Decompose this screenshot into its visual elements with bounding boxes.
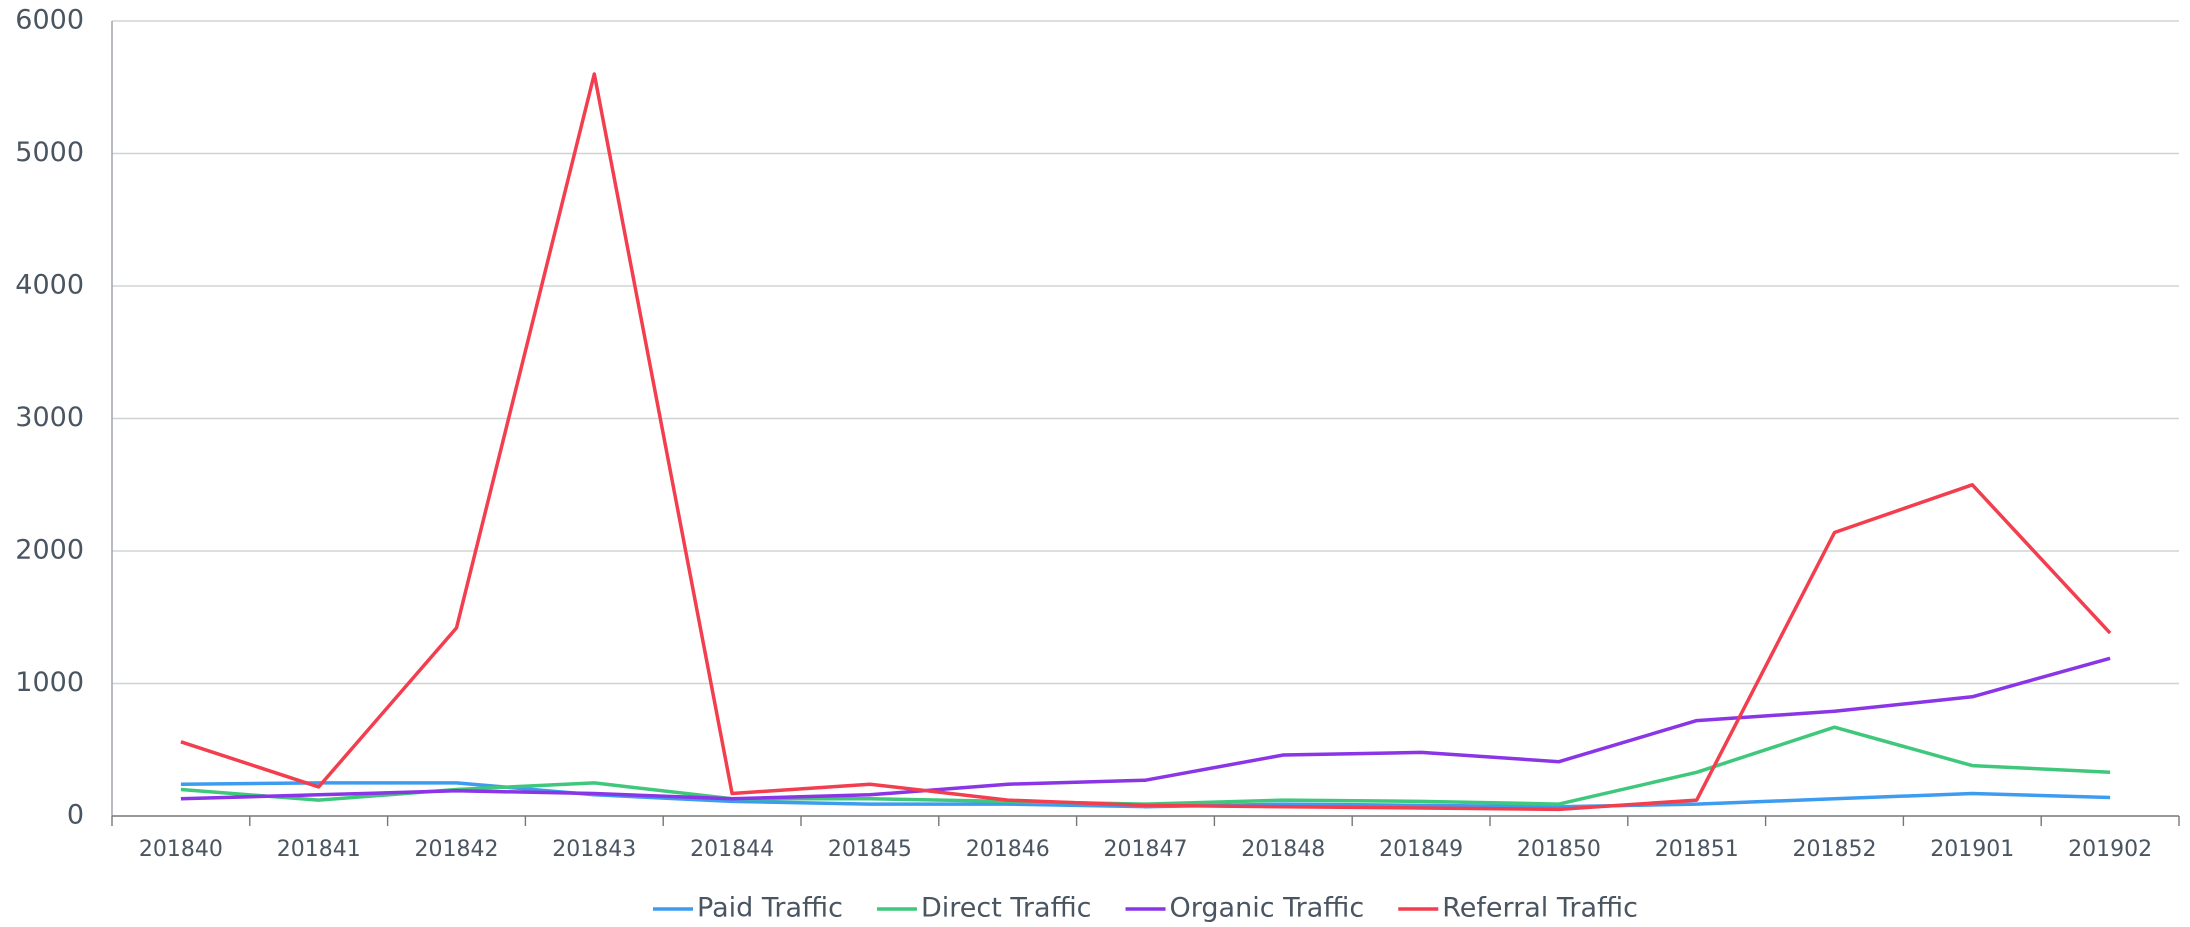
x-tick-label: 201843 — [552, 837, 636, 862]
x-tick-label: 201851 — [1655, 837, 1739, 862]
x-tick-label: 201845 — [828, 837, 912, 862]
x-tick-label: 201850 — [1517, 837, 1601, 862]
x-tick-label: 201847 — [1104, 837, 1188, 862]
legend-label: Paid Traffic — [697, 893, 843, 924]
x-tick-label: 201840 — [139, 837, 223, 862]
x-tick-label: 201844 — [690, 837, 774, 862]
x-tick-label: 201852 — [1793, 837, 1877, 862]
y-tick-label: 1000 — [15, 667, 84, 698]
series-line — [180, 72, 2112, 812]
y-tick-label: 3000 — [15, 402, 84, 433]
x-tick-label: 201848 — [1241, 837, 1325, 862]
x-tick-label: 201842 — [415, 837, 499, 862]
x-tick-label: 201902 — [2068, 837, 2152, 862]
y-tick-label: 5000 — [15, 137, 84, 168]
series-line — [180, 656, 2111, 801]
y-tick-label: 4000 — [15, 270, 84, 301]
x-tick-label: 201849 — [1379, 837, 1463, 862]
x-tick-label: 201901 — [1930, 837, 2014, 862]
legend-label: Referral Traffic — [1442, 893, 1638, 924]
legend-label: Organic Traffic — [1170, 893, 1365, 924]
y-tick-label: 6000 — [15, 5, 84, 36]
x-tick-label: 201841 — [277, 837, 361, 862]
y-tick-label: 2000 — [15, 535, 84, 566]
x-tick-label: 201846 — [966, 837, 1050, 862]
y-tick-label: 0 — [67, 800, 84, 831]
legend-label: Direct Traffic — [921, 893, 1092, 924]
